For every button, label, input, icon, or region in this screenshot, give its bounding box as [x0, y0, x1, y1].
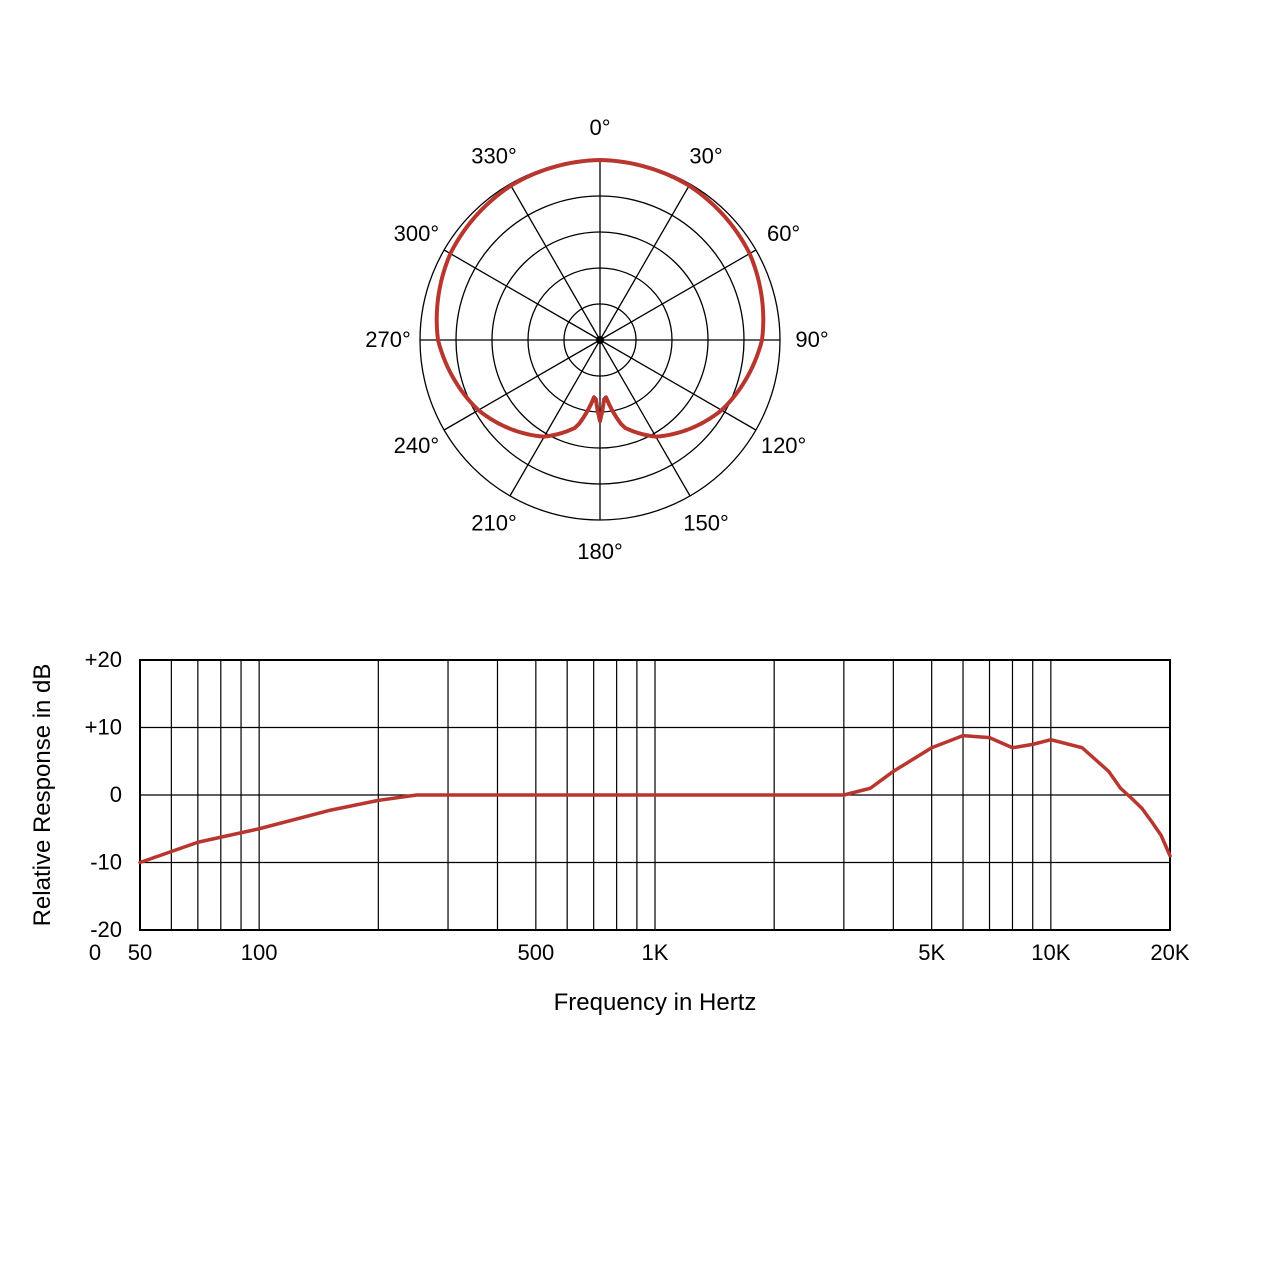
polar-angle-label: 300° [394, 221, 440, 246]
polar-spoke [510, 340, 600, 496]
x-axis-zero-label: 0 [89, 940, 101, 965]
x-tick-label: 10K [1031, 940, 1070, 965]
x-tick-label: 1K [642, 940, 669, 965]
polar-chart: 0° 30° 60° 90° 120° 150° 180° 210° 240° 270° 300° 3… [365, 115, 828, 564]
x-axis-label: Frequency in Hertz [554, 989, 757, 1016]
x-tick-label: 50 [128, 940, 152, 965]
y-tick-label: +10 [85, 715, 122, 740]
polar-spoke [510, 184, 600, 340]
x-tick-label: 500 [517, 940, 554, 965]
polar-spoke [600, 250, 756, 340]
y-tick-label: -10 [90, 850, 122, 875]
x-tick-label: 5K [918, 940, 945, 965]
y-axis-label: Relative Response in dB [29, 664, 56, 927]
polar-angle-label: 0° [589, 115, 610, 140]
x-tick-label: 100 [241, 940, 278, 965]
polar-angle-label: 150° [683, 511, 729, 536]
polar-angle-label: 330° [471, 143, 517, 168]
chart-canvas: 0° 30° 60° 90° 120° 150° 180° 210° 240° 270° 300° 3… [0, 0, 1280, 1280]
polar-center-dot [596, 336, 604, 344]
polar-angle-label: 30° [689, 143, 722, 168]
polar-angle-label: 240° [394, 433, 440, 458]
y-tick-label: +20 [85, 647, 122, 672]
polar-angle-label: 90° [795, 327, 828, 352]
y-tick-label: -20 [90, 917, 122, 942]
frequency-response-chart: +20 +10 0 -10 -2050 100 500 1K 5K 10K 20K 0 Relative… [29, 647, 1190, 1016]
polar-angle-label: 60° [767, 221, 800, 246]
polar-angle-label: 210° [471, 511, 517, 536]
polar-spoke [444, 250, 600, 340]
x-tick-label: 20K [1150, 940, 1189, 965]
polar-angle-label: 120° [761, 433, 807, 458]
polar-spoke [600, 184, 690, 340]
polar-angle-label: 270° [365, 327, 411, 352]
polar-spoke [600, 340, 690, 496]
y-tick-label: 0 [110, 782, 122, 807]
polar-spoke [600, 340, 756, 430]
polar-angle-label: 180° [577, 539, 623, 564]
polar-spoke [444, 340, 600, 430]
